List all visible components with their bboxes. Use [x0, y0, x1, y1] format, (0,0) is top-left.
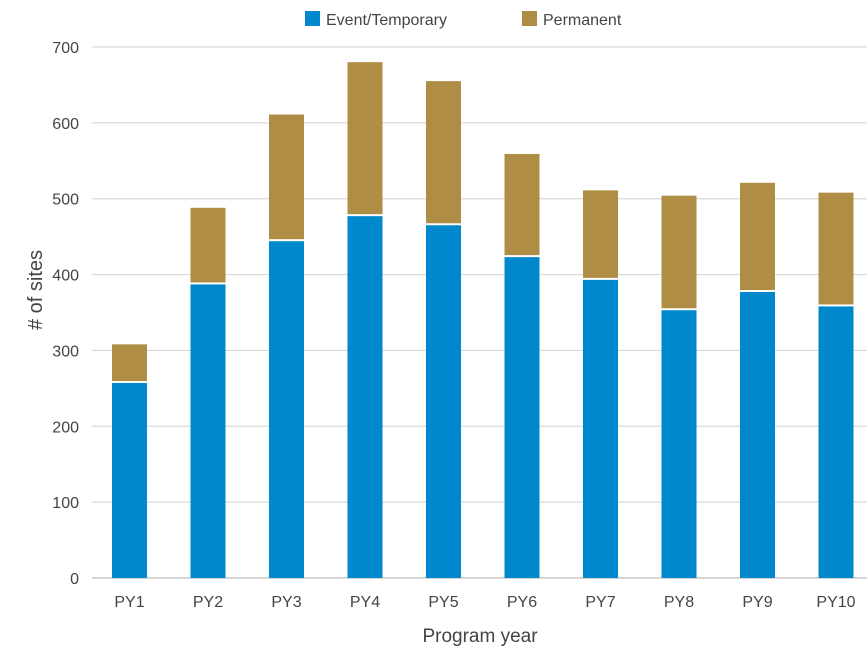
legend-label: Event/Temporary [326, 12, 447, 29]
bar-segment-event-temporary [661, 310, 697, 578]
y-tick-label: 600 [52, 116, 79, 133]
bar-segment-event-temporary [347, 216, 383, 578]
x-tick-label: PY4 [350, 594, 380, 611]
bar-segment-event-temporary [269, 241, 304, 579]
bar-segment-permanent [818, 192, 854, 305]
x-tick-label: PY1 [114, 594, 144, 611]
bar-segment-event-temporary [504, 257, 540, 578]
x-tick-label: PY7 [585, 594, 615, 611]
bar-segment-event-temporary [818, 306, 854, 578]
bar-segment-permanent [740, 182, 775, 291]
bar-segment-event-temporary [583, 279, 618, 578]
x-axis-label: Program year [422, 626, 538, 647]
bar-segment-permanent [583, 190, 618, 278]
bar-segment-permanent [661, 195, 697, 309]
y-tick-label: 500 [52, 192, 79, 209]
y-tick-label: 100 [52, 495, 79, 512]
bar-segment-permanent [190, 207, 226, 283]
bar-segment-event-temporary [740, 292, 775, 578]
x-tick-label: PY5 [428, 594, 458, 611]
bar-segment-event-temporary [112, 383, 147, 578]
axes: # of sites Program year 0 100 200 300 400 500… [25, 40, 856, 647]
legend: Event/Temporary Permanent [305, 11, 622, 29]
y-tick-label: 700 [52, 40, 79, 57]
legend-label: Permanent [543, 12, 622, 29]
bar-segment-permanent [347, 62, 383, 215]
y-tick-label: 300 [52, 343, 79, 360]
bar-segment-event-temporary [426, 225, 461, 578]
x-tick-label: PY10 [816, 594, 855, 611]
bar-segment-event-temporary [190, 284, 226, 578]
bar-segment-permanent [504, 153, 540, 256]
x-tick-label: PY6 [507, 594, 537, 611]
y-tick-label: 400 [52, 268, 79, 285]
bars [112, 62, 854, 579]
bar-segment-permanent [269, 114, 304, 240]
legend-swatch [522, 11, 537, 26]
y-tick-label: 0 [70, 571, 79, 588]
x-tick-label: PY8 [664, 594, 694, 611]
bar-segment-permanent [426, 81, 461, 224]
legend-swatch [305, 11, 320, 26]
x-tick-label: PY3 [271, 594, 301, 611]
y-axis-label: # of sites [25, 250, 47, 330]
x-tick-label: PY9 [742, 594, 772, 611]
bar-segment-permanent [112, 344, 147, 382]
x-tick-label: PY2 [193, 594, 223, 611]
y-tick-label: 200 [52, 419, 79, 436]
